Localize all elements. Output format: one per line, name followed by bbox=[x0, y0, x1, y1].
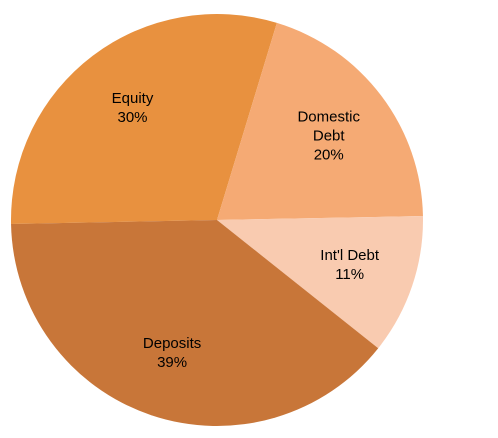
pie-slice bbox=[217, 216, 423, 349]
category-label: Equity bbox=[111, 90, 154, 108]
slice-label: Deposits 39% bbox=[130, 334, 214, 372]
pie-slice bbox=[11, 13, 277, 224]
slice-label: Domestic Debt 20% bbox=[287, 107, 371, 164]
slice-label: Int'l Debt 11% bbox=[308, 246, 392, 284]
value-label: 11% bbox=[335, 265, 365, 283]
value-label: 39% bbox=[157, 353, 188, 371]
category-label: Deposits bbox=[142, 334, 202, 352]
value-label: 30% bbox=[117, 109, 148, 127]
category-label: Int'l Debt bbox=[320, 246, 380, 264]
value-label: 20% bbox=[313, 146, 344, 163]
category-label: Domestic Debt bbox=[297, 108, 360, 144]
slice-label: Equity 30% bbox=[91, 89, 175, 127]
pie-slice bbox=[11, 220, 379, 426]
pie-slice bbox=[217, 22, 423, 220]
